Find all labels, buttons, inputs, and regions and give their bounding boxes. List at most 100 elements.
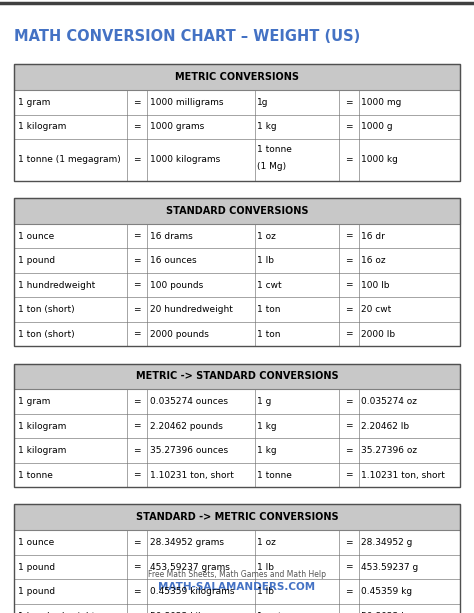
Bar xyxy=(14,604,460,613)
Text: 1 lb: 1 lb xyxy=(257,587,274,596)
Bar xyxy=(14,414,460,438)
Text: 1000 grams: 1000 grams xyxy=(150,123,205,131)
Text: =: = xyxy=(345,471,353,479)
Text: =: = xyxy=(133,123,141,131)
Bar xyxy=(14,115,460,139)
Text: 20 hundredweight: 20 hundredweight xyxy=(150,305,233,314)
Text: 2000 lb: 2000 lb xyxy=(362,330,396,338)
Text: 1.10231 ton, short: 1.10231 ton, short xyxy=(362,471,445,479)
Text: 453.59237 g: 453.59237 g xyxy=(362,563,419,571)
Text: =: = xyxy=(345,422,353,430)
Text: 1 kilogram: 1 kilogram xyxy=(18,446,66,455)
Text: 16 oz: 16 oz xyxy=(362,256,386,265)
Bar xyxy=(14,364,460,389)
Text: 1000 g: 1000 g xyxy=(362,123,393,131)
Text: 1 hundredweight: 1 hundredweight xyxy=(18,612,95,613)
Text: 2.20462 lb: 2.20462 lb xyxy=(362,422,410,430)
Text: 1 ton (short): 1 ton (short) xyxy=(18,330,74,338)
Text: =: = xyxy=(133,256,141,265)
Text: 1 ounce: 1 ounce xyxy=(18,232,54,240)
Text: =: = xyxy=(133,612,141,613)
Text: METRIC -> STANDARD CONVERSIONS: METRIC -> STANDARD CONVERSIONS xyxy=(136,371,338,381)
Text: =: = xyxy=(133,232,141,240)
Bar xyxy=(14,139,460,181)
Text: 35.27396 ounces: 35.27396 ounces xyxy=(150,446,228,455)
Text: 1 gram: 1 gram xyxy=(18,397,50,406)
Text: =: = xyxy=(345,330,353,338)
Bar xyxy=(14,530,460,555)
Text: 1.10231 ton, short: 1.10231 ton, short xyxy=(150,471,234,479)
Text: 1000 kilograms: 1000 kilograms xyxy=(150,156,220,164)
Text: =: = xyxy=(345,397,353,406)
Text: 50.8023 kilograms: 50.8023 kilograms xyxy=(150,612,235,613)
Text: 0.45359 kilograms: 0.45359 kilograms xyxy=(150,587,235,596)
Bar xyxy=(14,297,460,322)
Text: =: = xyxy=(345,156,353,164)
Text: 1 ton: 1 ton xyxy=(257,330,281,338)
Bar xyxy=(14,64,460,181)
Text: =: = xyxy=(133,422,141,430)
Text: =: = xyxy=(133,330,141,338)
Text: =: = xyxy=(133,538,141,547)
Text: 1 g: 1 g xyxy=(257,397,272,406)
Text: =: = xyxy=(133,471,141,479)
Text: 1 cwt: 1 cwt xyxy=(257,281,282,289)
Text: 0.45359 kg: 0.45359 kg xyxy=(362,587,412,596)
Text: =: = xyxy=(133,305,141,314)
Text: 20 cwt: 20 cwt xyxy=(362,305,392,314)
Bar xyxy=(14,579,460,604)
Text: 1 oz: 1 oz xyxy=(257,538,276,547)
Bar xyxy=(14,64,460,90)
Text: 1 hundredweight: 1 hundredweight xyxy=(18,281,95,289)
Text: 1000 mg: 1000 mg xyxy=(362,98,402,107)
Bar xyxy=(14,555,460,579)
Text: 0.035274 oz: 0.035274 oz xyxy=(362,397,418,406)
Text: 16 dr: 16 dr xyxy=(362,232,385,240)
Text: 0.035274 ounces: 0.035274 ounces xyxy=(150,397,228,406)
Text: 1000 milligrams: 1000 milligrams xyxy=(150,98,224,107)
Text: =: = xyxy=(133,98,141,107)
Text: 1 ton (short): 1 ton (short) xyxy=(18,305,74,314)
Text: =: = xyxy=(345,281,353,289)
Text: 2.20462 pounds: 2.20462 pounds xyxy=(150,422,223,430)
Text: 1 ounce: 1 ounce xyxy=(18,538,54,547)
Text: 1 cwt: 1 cwt xyxy=(257,612,282,613)
Text: =: = xyxy=(345,305,353,314)
Bar xyxy=(14,463,460,487)
Text: =: = xyxy=(345,446,353,455)
Text: 453.59237 grams: 453.59237 grams xyxy=(150,563,230,571)
Text: =: = xyxy=(133,587,141,596)
Text: 1 tonne: 1 tonne xyxy=(18,471,53,479)
Bar xyxy=(14,504,460,613)
Text: 1 kg: 1 kg xyxy=(257,446,277,455)
Text: 16 drams: 16 drams xyxy=(150,232,193,240)
Text: =: = xyxy=(345,232,353,240)
Text: (1 Mg): (1 Mg) xyxy=(257,162,286,171)
Text: 35.27396 oz: 35.27396 oz xyxy=(362,446,418,455)
Text: 1 pound: 1 pound xyxy=(18,587,55,596)
Text: =: = xyxy=(345,123,353,131)
Text: =: = xyxy=(345,98,353,107)
Text: 28.34952 grams: 28.34952 grams xyxy=(150,538,224,547)
Text: =: = xyxy=(345,563,353,571)
Text: =: = xyxy=(345,538,353,547)
Text: =: = xyxy=(133,281,141,289)
Text: 100 pounds: 100 pounds xyxy=(150,281,204,289)
Bar xyxy=(14,438,460,463)
Text: =: = xyxy=(133,563,141,571)
Text: MATH CONVERSION CHART – WEIGHT (US): MATH CONVERSION CHART – WEIGHT (US) xyxy=(14,29,360,44)
Text: 1 kg: 1 kg xyxy=(257,123,277,131)
Text: =: = xyxy=(345,256,353,265)
Bar xyxy=(14,273,460,297)
Text: 1 lb: 1 lb xyxy=(257,256,274,265)
Text: 1 oz: 1 oz xyxy=(257,232,276,240)
Text: Free Math Sheets, Math Games and Math Help: Free Math Sheets, Math Games and Math He… xyxy=(148,571,326,579)
Text: METRIC CONVERSIONS: METRIC CONVERSIONS xyxy=(175,72,299,82)
Text: 1 gram: 1 gram xyxy=(18,98,50,107)
Text: STANDARD CONVERSIONS: STANDARD CONVERSIONS xyxy=(166,206,308,216)
Text: =: = xyxy=(133,446,141,455)
Bar xyxy=(14,248,460,273)
Text: 1 tonne (1 megagram): 1 tonne (1 megagram) xyxy=(18,156,120,164)
Text: =: = xyxy=(345,587,353,596)
Text: STANDARD -> METRIC CONVERSIONS: STANDARD -> METRIC CONVERSIONS xyxy=(136,512,338,522)
